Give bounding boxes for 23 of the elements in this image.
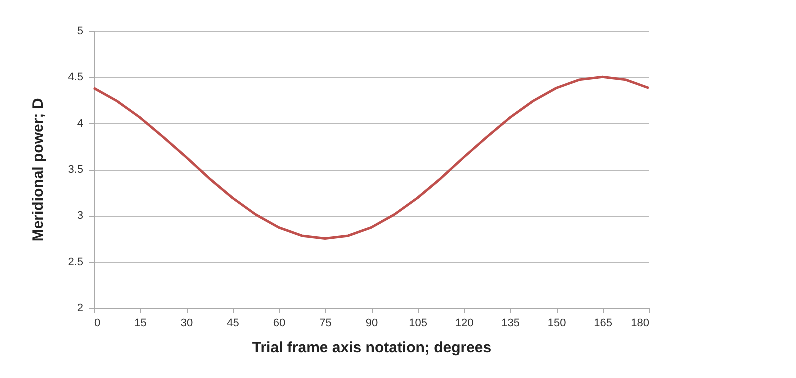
x-tick-label: 135 (502, 318, 520, 330)
y-tick-label: 3.5 (68, 164, 84, 176)
y-axis-title: Meridional power; D (30, 98, 48, 242)
x-tick-label: 90 (366, 318, 378, 330)
y-tick-label: 4 (77, 118, 84, 130)
x-tick-label: 105 (409, 318, 428, 330)
x-tick-label: 180 (631, 318, 650, 330)
x-tick-label: 75 (320, 318, 332, 330)
x-tick-label: 45 (227, 318, 240, 330)
y-tick-label: 3 (77, 210, 84, 222)
x-tick-label: 165 (594, 318, 612, 330)
y-tick-label: 2.5 (68, 256, 84, 268)
y-tick-label: 2 (77, 302, 84, 314)
x-tick-label: 60 (273, 318, 286, 330)
x-tick-label: 0 (94, 318, 101, 330)
line-series (92, 76, 650, 240)
x-tick-label: 30 (180, 318, 194, 330)
x-axis-title: Trial frame axis notation; degrees (252, 340, 492, 356)
y-tick-label: 4.5 (68, 72, 84, 84)
x-tick-label: 15 (134, 318, 147, 330)
x-tick-label: 120 (455, 318, 474, 330)
y-tick-label: 5 (77, 26, 84, 38)
x-tick-label: 150 (548, 318, 566, 330)
